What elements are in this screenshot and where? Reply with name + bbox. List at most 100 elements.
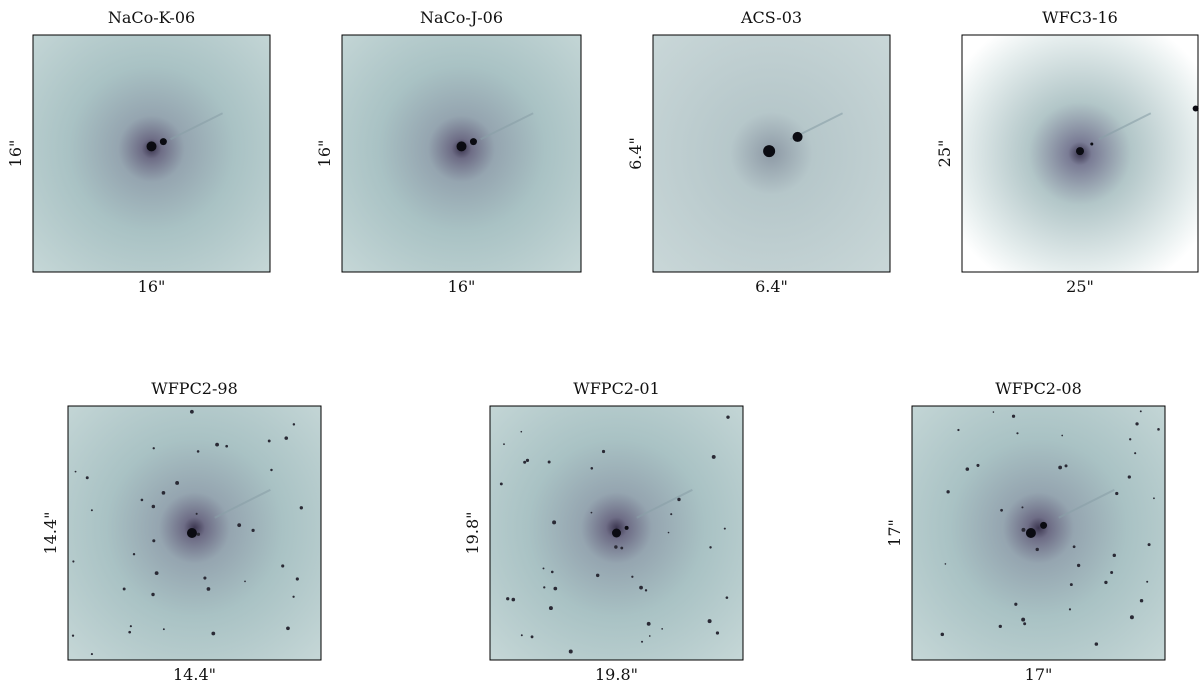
star — [1076, 563, 1081, 568]
x-label: 17" — [1025, 665, 1053, 684]
star — [1072, 545, 1076, 549]
star — [547, 460, 551, 464]
source — [1192, 105, 1199, 112]
star — [590, 511, 593, 514]
star — [71, 634, 75, 637]
star — [1069, 583, 1073, 587]
star — [1035, 547, 1039, 552]
panel: ACS-03 6.4" 6.4" — [626, 8, 891, 296]
star — [128, 630, 132, 634]
star — [154, 571, 159, 576]
star — [90, 653, 93, 656]
star — [646, 621, 651, 626]
star — [286, 626, 290, 631]
star — [151, 592, 155, 597]
source — [186, 528, 197, 538]
star — [944, 563, 947, 565]
source — [456, 141, 467, 152]
star — [503, 443, 505, 446]
star — [620, 546, 624, 550]
star — [1011, 414, 1016, 418]
star — [525, 458, 530, 462]
jet — [636, 488, 693, 519]
star — [151, 504, 156, 509]
image — [33, 35, 270, 272]
image — [342, 35, 581, 272]
panel: WFPC2-01 19.8" 19.8" — [463, 379, 744, 684]
star — [1112, 553, 1116, 558]
source — [146, 141, 157, 152]
star — [1129, 438, 1132, 441]
star — [520, 634, 523, 637]
panel: NaCo-K-06 16" 16" — [6, 8, 271, 296]
star — [614, 545, 618, 549]
star — [1139, 410, 1142, 413]
star — [590, 466, 594, 470]
star — [270, 468, 273, 472]
star — [1153, 497, 1155, 500]
star — [550, 570, 554, 574]
star — [152, 447, 155, 450]
jet — [170, 112, 224, 141]
star — [284, 436, 289, 440]
jet — [1098, 112, 1152, 141]
frame — [652, 34, 891, 273]
jet — [214, 488, 271, 519]
star — [1129, 615, 1134, 620]
star — [543, 586, 546, 589]
star — [530, 635, 534, 639]
frame — [32, 34, 271, 273]
star — [85, 476, 89, 480]
star — [1064, 464, 1068, 468]
frame — [67, 405, 322, 661]
star — [211, 631, 216, 636]
x-label: 16" — [138, 277, 166, 296]
frame — [341, 34, 582, 273]
star — [644, 589, 648, 592]
x-label: 16" — [448, 277, 476, 296]
star — [1134, 452, 1137, 455]
star — [715, 631, 720, 635]
star — [196, 450, 200, 453]
star — [1115, 491, 1119, 496]
star — [940, 632, 945, 637]
star — [267, 439, 271, 443]
star — [195, 512, 198, 515]
panel-title: WFPC2-01 — [573, 379, 660, 398]
y-label: 17" — [885, 519, 904, 547]
star — [595, 573, 600, 578]
star — [1061, 434, 1064, 437]
y-label: 25" — [935, 140, 954, 168]
star — [132, 552, 136, 556]
jet — [480, 112, 534, 141]
star — [965, 467, 970, 471]
source — [469, 138, 477, 146]
star — [295, 577, 299, 581]
source — [763, 145, 776, 158]
source — [159, 138, 167, 146]
star — [648, 635, 651, 637]
star — [1021, 506, 1024, 509]
star — [237, 523, 242, 528]
y-label: 19.8" — [463, 512, 482, 555]
frame — [911, 405, 1166, 661]
panel: WFPC2-08 17" 17" — [885, 379, 1166, 684]
star — [661, 628, 663, 630]
star — [548, 606, 553, 611]
star — [1014, 602, 1018, 606]
star — [90, 509, 93, 512]
star — [1147, 543, 1151, 547]
star — [707, 619, 712, 624]
star — [667, 531, 670, 534]
star — [1094, 642, 1099, 646]
star — [1000, 508, 1003, 512]
star — [140, 498, 144, 502]
star — [1016, 432, 1019, 435]
panel-title: ACS-03 — [740, 8, 802, 27]
x-label: 19.8" — [595, 665, 638, 684]
x-label: 6.4" — [755, 277, 788, 296]
star — [1021, 527, 1026, 532]
source — [1090, 142, 1094, 146]
panel-title: WFPC2-98 — [151, 379, 238, 398]
star — [129, 625, 132, 628]
